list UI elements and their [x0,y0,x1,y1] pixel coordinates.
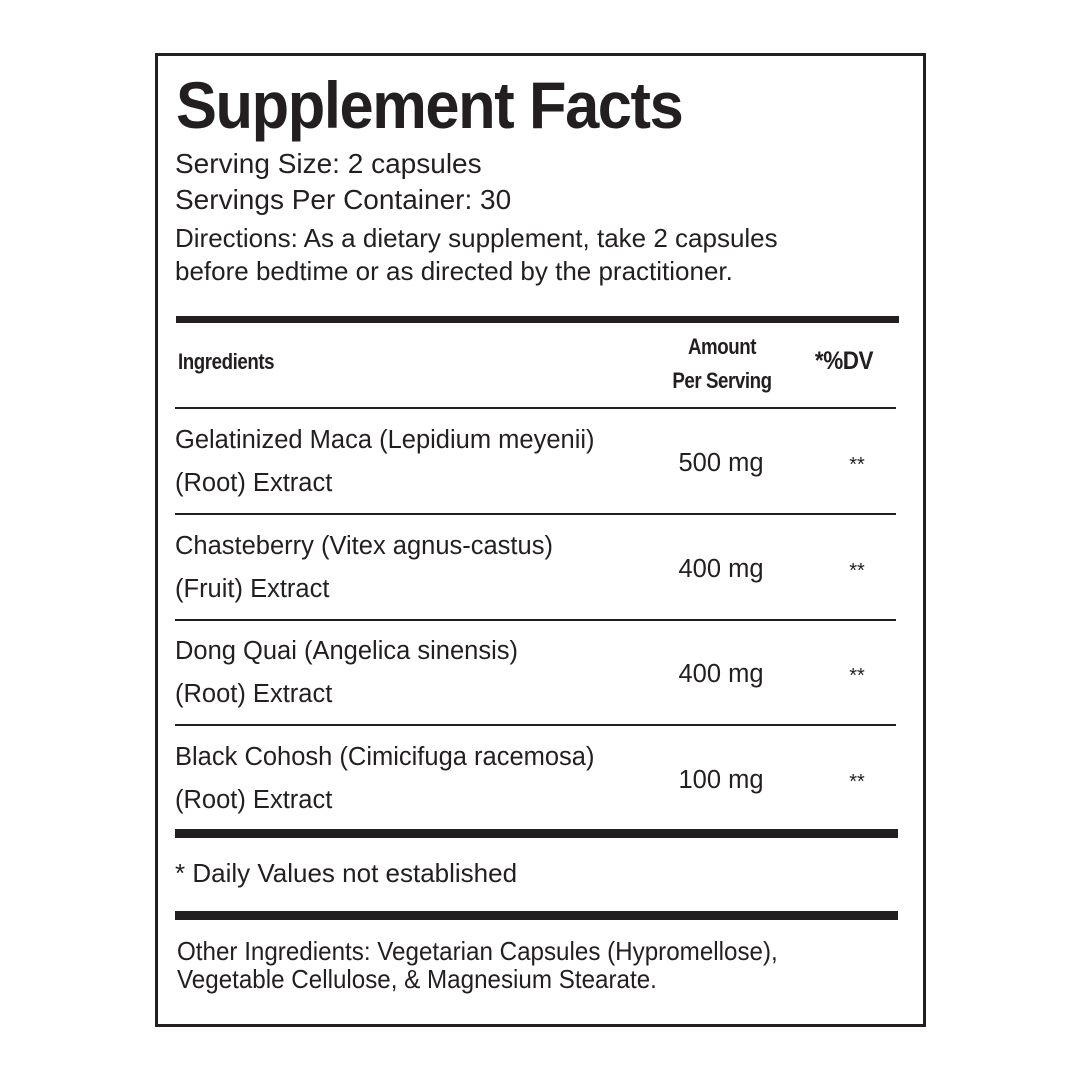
panel-title: Supplement Facts [176,68,684,142]
row-divider [175,513,896,515]
ingredient-name: Black Cohosh (Cimicifuga racemosa) [175,742,595,771]
thick-divider [176,316,899,323]
servings-per-container: Servings Per Container: 30 [175,184,512,215]
footnote: * Daily Values not established [175,858,518,888]
ingredient-name: Dong Quai (Angelica sinensis) [175,637,519,665]
header-amount-line2: Per Serving [672,368,772,393]
ingredient-dv: ** [849,559,865,582]
serving-size: Serving Size: 2 capsules [175,148,482,179]
ingredient-dv: ** [849,454,865,476]
thick-divider [175,829,898,838]
ingredient-dv: ** [849,770,865,793]
ingredient-part: (Root) Extract [175,469,333,497]
ingredient-part: (Root) Extract [175,785,333,814]
ingredient-name: Gelatinized Maca (Lepidium meyenii) [175,426,595,454]
thick-divider [175,911,898,920]
ingredient-amount: 100 mg [678,765,764,794]
row-divider [175,618,896,621]
header-divider [175,407,896,409]
directions-line-1: Directions: As a dietary supplement, tak… [175,223,778,253]
ingredient-amount: 500 mg [678,449,764,477]
other-ingredients-line-1: Other Ingredients: Vegetarian Capsules (… [177,936,778,966]
row-divider [175,724,896,726]
header-dv: *%DV [814,347,874,375]
ingredient-amount: 400 mg [678,660,764,688]
header-amount-line1: Amount [687,334,757,359]
ingredient-name: Chasteberry (Vitex agnus-castus) [175,531,553,560]
ingredient-part: (Root) Extract [175,680,333,708]
ingredient-part: (Fruit) Extract [175,574,330,603]
supplement-facts-panel [155,53,926,1027]
ingredient-dv: ** [849,665,865,687]
directions-line-2: before bedtime or as directed by the pra… [175,256,733,286]
other-ingredients-line-2: Vegetable Cellulose, & Magnesium Stearat… [177,964,657,994]
ingredient-amount: 400 mg [678,554,764,583]
header-ingredients: Ingredients [178,349,275,374]
